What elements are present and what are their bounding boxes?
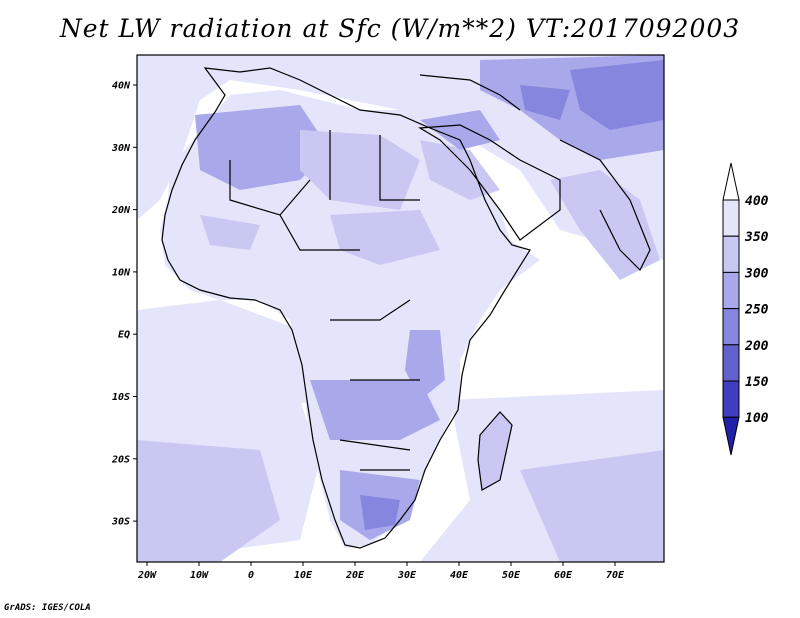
plot-frame: [136, 54, 665, 563]
x-tick-label: 60E: [554, 570, 573, 581]
colorbar-bin: [722, 308, 740, 346]
colorbar: 400 350 300 250 200 150 100: [722, 162, 769, 456]
x-tick-label: 20E: [345, 570, 365, 581]
x-tick-label: 10E: [294, 570, 313, 581]
x-tick-label: 10W: [190, 570, 209, 581]
x-tick-label: 50E: [502, 570, 521, 581]
y-tick-label: EQ: [118, 330, 130, 341]
x-tick-label: 0: [248, 570, 254, 581]
colorbar-bin: [722, 235, 740, 273]
colorbar-label: 150: [745, 375, 769, 390]
y-tick-label: 30S: [111, 517, 130, 528]
radiation-field: [137, 55, 664, 562]
colorbar-bin: [722, 271, 740, 310]
x-tick-label: 70E: [606, 570, 625, 581]
colorbar-label: 250: [744, 303, 769, 318]
x-tick-label: 20W: [137, 570, 157, 581]
colorbar-bin: [722, 344, 740, 382]
colorbar-label: 400: [745, 194, 769, 209]
y-axis: 40N 30N 20N 10N EQ 10S 20S 30S: [111, 81, 137, 528]
credit-label: GrADS: IGES/COLA: [4, 603, 91, 613]
colorbar-label: 350: [744, 230, 769, 245]
colorbar-label: 100: [745, 411, 769, 426]
colorbar-top-arrow: [722, 162, 740, 201]
coastlines: [161, 67, 651, 549]
y-tick-label: 10N: [112, 267, 131, 278]
x-tick-label: 40E: [450, 570, 469, 581]
colorbar-bottom-arrow: [722, 416, 740, 456]
colorbar-label: 200: [744, 339, 769, 354]
y-tick-label: 30N: [111, 143, 131, 154]
colorbar-bin: [722, 199, 740, 237]
y-tick-label: 40N: [112, 81, 131, 92]
y-tick-label: 20S: [111, 454, 130, 465]
y-tick-label: 10S: [112, 392, 130, 403]
colorbar-bin: [722, 380, 740, 418]
y-tick-label: 20N: [111, 205, 131, 216]
colorbar-label: 300: [744, 266, 769, 281]
x-axis: 20W 10W 0 10E 20E 30E 40E 50E 60E 70E: [137, 562, 625, 581]
x-tick-label: 30E: [397, 570, 417, 581]
map-title: Net LW radiation at Sfc (W/m**2) VT:2017…: [59, 14, 741, 43]
